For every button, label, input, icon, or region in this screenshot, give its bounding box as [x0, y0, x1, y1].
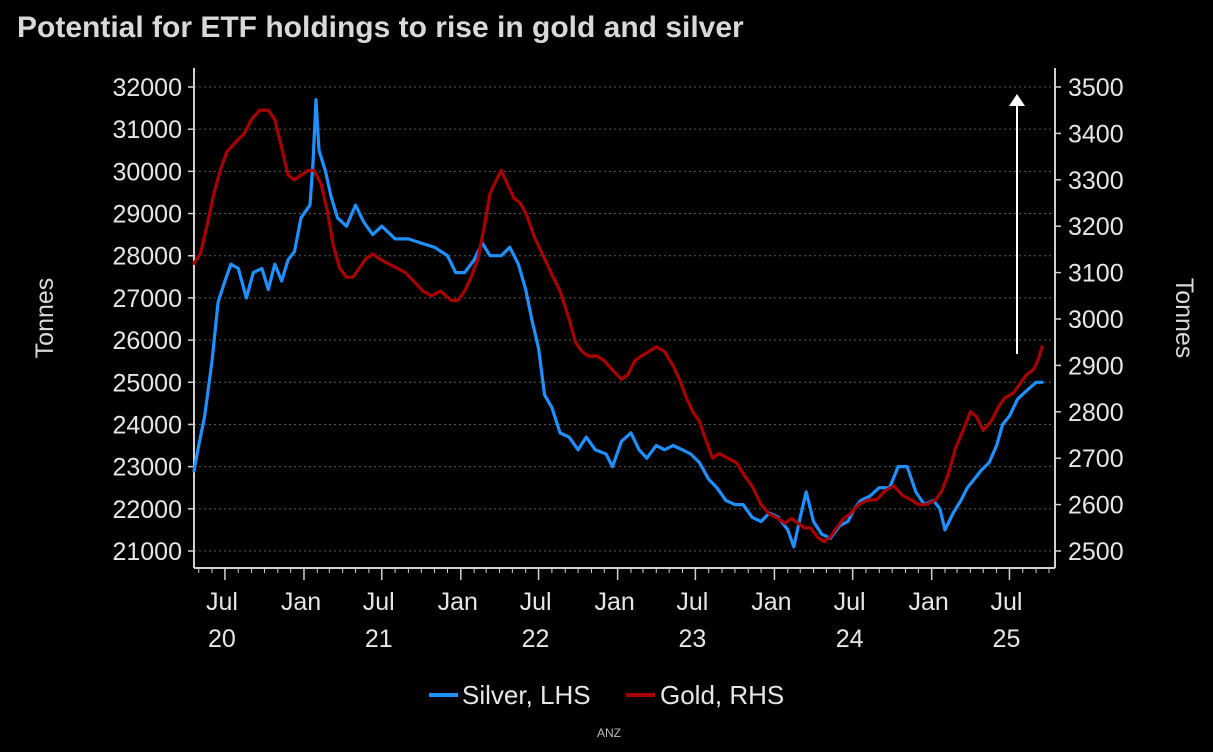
- left-tick-label: 23000: [112, 454, 182, 482]
- x-tick-month-label: Jan: [281, 588, 321, 616]
- axes: [193, 68, 1056, 569]
- left-axis-title: Tonnes: [31, 278, 59, 359]
- x-tick-year-label: 25: [993, 625, 1021, 653]
- x-tick-year-label: 21: [365, 625, 393, 653]
- chart-title: Potential for ETF holdings to rise in go…: [17, 11, 744, 44]
- left-axis-ticks: 21000 22000 23000 24000 25000 26000 27000 28000…: [112, 74, 194, 566]
- x-tick-month-label: Jul: [834, 588, 866, 616]
- arrow-head: [1009, 94, 1025, 106]
- x-tick-month-label: Jan: [909, 588, 949, 616]
- annotation-arrow: [1009, 94, 1025, 354]
- left-tick-label: 24000: [112, 411, 182, 439]
- left-tick-label: 28000: [112, 243, 182, 271]
- left-tick-label: 22000: [112, 496, 182, 524]
- x-tick-year-label: 24: [836, 625, 864, 653]
- right-tick-label: 3100: [1068, 260, 1124, 288]
- x-tick-month-label: Jul: [676, 588, 708, 616]
- series-lines: [192, 98, 1044, 549]
- source-label: ANZ: [597, 726, 621, 740]
- legend-gold-label: Gold, RHS: [660, 680, 784, 710]
- x-tick-year-label: 22: [522, 625, 550, 653]
- grid-lines: [194, 86, 1055, 552]
- silver-series-line: [192, 98, 1044, 549]
- x-tick-year-label: 23: [678, 625, 706, 653]
- right-tick-label: 3500: [1068, 74, 1124, 102]
- right-tick-label: 3000: [1068, 306, 1124, 334]
- right-tick-label: 3300: [1068, 167, 1124, 195]
- right-axis-title: Tonnes: [1170, 278, 1198, 359]
- x-tick-month-label: Jan: [751, 588, 791, 616]
- legend: Silver, LHS Gold, RHS: [429, 680, 784, 710]
- left-tick-label: 27000: [112, 285, 182, 313]
- right-tick-label: 2600: [1068, 492, 1124, 520]
- x-axis-ticks: Jul 20 Jan Jul 21 Jan Jul 22 Jan Jul 23 Jan Jul 24 Jan…: [198, 568, 1050, 653]
- left-tick-label: 25000: [112, 369, 182, 397]
- right-tick-label: 2500: [1068, 538, 1124, 566]
- left-tick-label: 32000: [112, 74, 182, 102]
- left-tick-label: 30000: [112, 158, 182, 186]
- right-axis-ticks: 2500 2600 2700 2800 2900 3000 3100 3200 3300 3400…: [1055, 74, 1124, 566]
- legend-silver-label: Silver, LHS: [462, 680, 591, 710]
- x-tick-month-label: Jan: [438, 588, 478, 616]
- x-tick-month-label: Jul: [990, 588, 1022, 616]
- left-tick-label: 31000: [112, 116, 182, 144]
- x-tick-month-label: Jul: [206, 588, 238, 616]
- left-tick-label: 26000: [112, 327, 182, 355]
- right-tick-label: 3200: [1068, 213, 1124, 241]
- right-tick-label: 2700: [1068, 445, 1124, 473]
- x-tick-month-label: Jul: [520, 588, 552, 616]
- right-tick-label: 3400: [1068, 120, 1124, 148]
- x-tick-month-label: Jan: [594, 588, 634, 616]
- gold-series-line: [192, 108, 1044, 544]
- left-tick-label: 21000: [112, 538, 182, 566]
- x-tick-month-label: Jul: [363, 588, 395, 616]
- left-tick-label: 29000: [112, 201, 182, 229]
- right-tick-label: 2800: [1068, 399, 1124, 427]
- x-tick-year-label: 20: [208, 625, 236, 653]
- right-tick-label: 2900: [1068, 352, 1124, 380]
